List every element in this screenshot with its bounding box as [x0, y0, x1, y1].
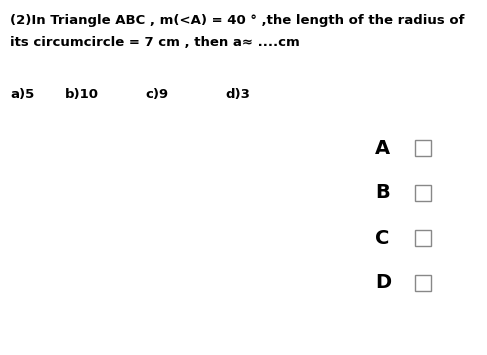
Bar [415, 275, 431, 291]
Text: A: A [375, 138, 390, 158]
Text: C: C [375, 229, 390, 247]
Bar [415, 185, 431, 201]
Bar [415, 140, 431, 156]
Text: B: B [375, 184, 390, 202]
Text: a)5: a)5 [10, 88, 34, 101]
Text: d)3: d)3 [225, 88, 250, 101]
Text: D: D [375, 273, 391, 293]
Text: c)9: c)9 [145, 88, 168, 101]
Bar [415, 230, 431, 246]
Text: its circumcircle = 7 cm , then a≈ ....cm: its circumcircle = 7 cm , then a≈ ....cm [10, 36, 300, 49]
Text: (2)In Triangle ABC , m(<A) = 40 ° ,the length of the radius of: (2)In Triangle ABC , m(<A) = 40 ° ,the l… [10, 14, 465, 27]
Text: b)10: b)10 [65, 88, 99, 101]
